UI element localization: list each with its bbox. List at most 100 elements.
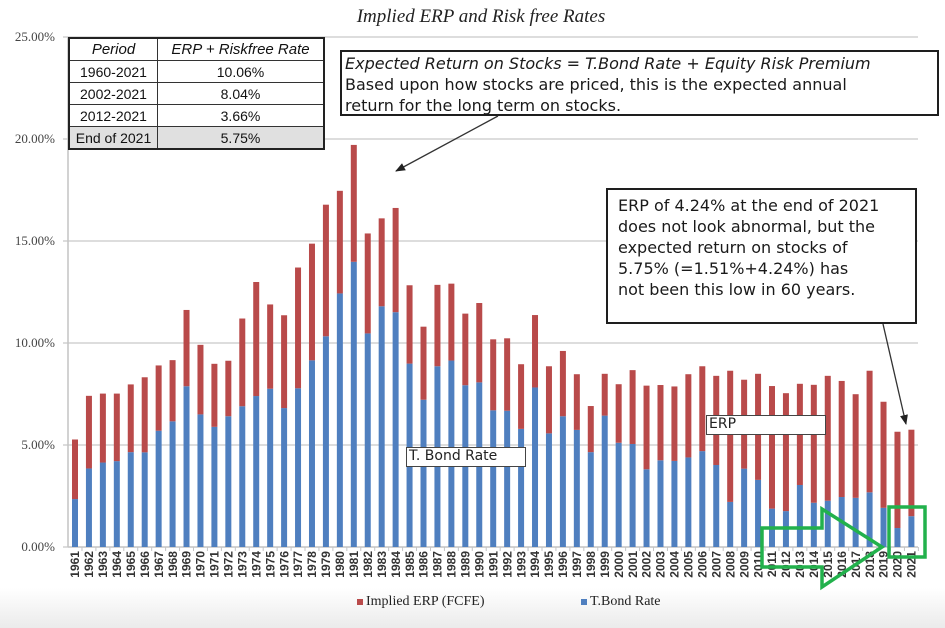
bar-erp-1987: [434, 284, 441, 367]
x-tick-label-2003: 2003: [654, 551, 668, 578]
legend-swatch-tbond: [581, 599, 587, 605]
bar-erp-1986: [420, 326, 427, 400]
bar-erp-1968: [169, 360, 176, 422]
bar-tbond-1965: [127, 452, 134, 547]
table-row: 2012-2021 3.66%: [68, 104, 325, 127]
bar-tbond-1974: [253, 396, 260, 547]
annotation-line: Based upon how stocks are priced, this i…: [345, 75, 847, 94]
bar-erp-2012: [782, 393, 789, 512]
x-tick-label-1989: 1989: [459, 551, 473, 578]
bar-tbond-2005: [685, 457, 692, 547]
bar-erp-1972: [225, 360, 232, 417]
x-tick-label-1994: 1994: [528, 551, 542, 578]
x-tick-label-2014: 2014: [807, 551, 821, 578]
x-tick-label-1969: 1969: [180, 551, 194, 578]
bar-erp-2001: [629, 370, 636, 444]
x-tick-label-1987: 1987: [431, 551, 445, 578]
bar-tbond-1997: [573, 429, 580, 547]
x-tick-label-1977: 1977: [291, 551, 305, 578]
bar-erp-1984: [392, 207, 399, 313]
x-tick-label-2002: 2002: [640, 551, 654, 578]
x-tick-label-1971: 1971: [208, 551, 222, 578]
bar-tbond-1993: [518, 428, 525, 547]
bar-tbond-2009: [741, 468, 748, 547]
bar-tbond-1999: [601, 415, 608, 547]
legend-item-erp: Implied ERP (FCFE): [357, 594, 485, 610]
x-tick-label-1990: 1990: [472, 551, 486, 578]
bar-erp-1996: [559, 350, 566, 417]
x-tick-label-1982: 1982: [361, 551, 375, 578]
x-tick-label-1979: 1979: [319, 551, 333, 578]
bar-erp-1981: [350, 144, 357, 262]
x-tick-label-1997: 1997: [570, 551, 584, 578]
y-tick-label: 5.00%: [21, 437, 55, 452]
table-row-highlighted: End of 2021 5.75%: [68, 126, 325, 150]
bar-erp-1994: [532, 315, 539, 388]
bar-erp-1979: [322, 204, 329, 337]
x-tick-label-2006: 2006: [696, 551, 710, 578]
x-tick-label-1991: 1991: [486, 551, 500, 578]
x-tick-label-1984: 1984: [389, 551, 403, 578]
x-tick-label-2005: 2005: [682, 551, 696, 578]
bar-erp-1976: [281, 315, 288, 409]
bar-tbond-1962: [85, 468, 92, 547]
bar-tbond-2017: [852, 497, 859, 547]
bar-tbond-1979: [322, 336, 329, 547]
bar-erp-1980: [336, 190, 343, 294]
bar-tbond-1975: [267, 388, 274, 547]
x-tick-label-1967: 1967: [152, 551, 166, 578]
y-tick-label: 20.00%: [15, 131, 55, 146]
bar-erp-1977: [295, 267, 302, 389]
bar-erp-2016: [838, 380, 845, 498]
x-axis-ticks: 1961 1962 1963 1964 1965 1966 1967 1968 1969 1970…: [68, 547, 919, 578]
x-tick-label-1993: 1993: [514, 551, 528, 578]
x-tick-label-2004: 2004: [668, 551, 682, 578]
bar-erp-2021: [908, 429, 915, 517]
bar-tbond-1984: [392, 312, 399, 547]
annotation-line: not been this low in 60 years.: [618, 280, 856, 299]
legend-label-erp: Implied ERP (FCFE): [366, 594, 485, 609]
bar-tbond-2014: [810, 502, 817, 547]
table-row: 1960-2021 10.06%: [68, 60, 325, 83]
bar-erp-1992: [504, 338, 511, 411]
bar-tbond-1972: [225, 416, 232, 547]
bar-tbond-2008: [727, 501, 734, 547]
bar-erp-1978: [308, 243, 315, 361]
y-tick-label: 0.00%: [21, 539, 55, 554]
bar-tbond-2018: [866, 492, 873, 547]
value-cell: 3.66%: [157, 104, 325, 127]
annotation-headline: Expected Return on Stocks = T.Bond Rate …: [345, 54, 871, 73]
y-tick-label: 10.00%: [15, 335, 55, 350]
bar-tbond-1964: [113, 461, 120, 547]
bar-tbond-1998: [587, 452, 594, 547]
x-tick-label-1970: 1970: [194, 551, 208, 578]
chart-title: Implied ERP and Risk free Rates: [356, 6, 606, 27]
legend-item-tbond: T.Bond Rate: [581, 594, 661, 610]
bar-erp-1965: [127, 384, 134, 453]
x-tick-label-1981: 1981: [347, 551, 361, 578]
erp-note-annotation: ERP of 4.24% at the end of 2021 does not…: [606, 188, 917, 324]
bar-tbond-2010: [755, 479, 762, 547]
bar-erp-1990: [476, 303, 483, 383]
x-tick-label-2000: 2000: [612, 551, 626, 578]
x-tick-label-1988: 1988: [445, 551, 459, 578]
bar-tbond-1992: [504, 410, 511, 547]
bar-tbond-1986: [420, 399, 427, 547]
x-tick-label-1992: 1992: [500, 551, 514, 578]
bar-erp-1963: [99, 393, 106, 463]
bar-erp-1971: [211, 363, 218, 427]
tbond-series-label: T. Bond Rate: [406, 447, 526, 467]
bar-erp-1989: [462, 313, 469, 386]
bar-erp-1993: [518, 364, 525, 429]
bar-tbond-1994: [532, 387, 539, 547]
bar-erp-2018: [866, 370, 873, 493]
x-tick-label-1976: 1976: [277, 551, 291, 578]
annotation-line: 5.75% (=1.51%+4.24%) has: [618, 259, 849, 278]
x-tick-label-2009: 2009: [737, 551, 751, 578]
arrow-to-1981-peak: [395, 115, 499, 172]
bar-tbond-1978: [308, 360, 315, 547]
x-tick-label-1983: 1983: [375, 551, 389, 578]
